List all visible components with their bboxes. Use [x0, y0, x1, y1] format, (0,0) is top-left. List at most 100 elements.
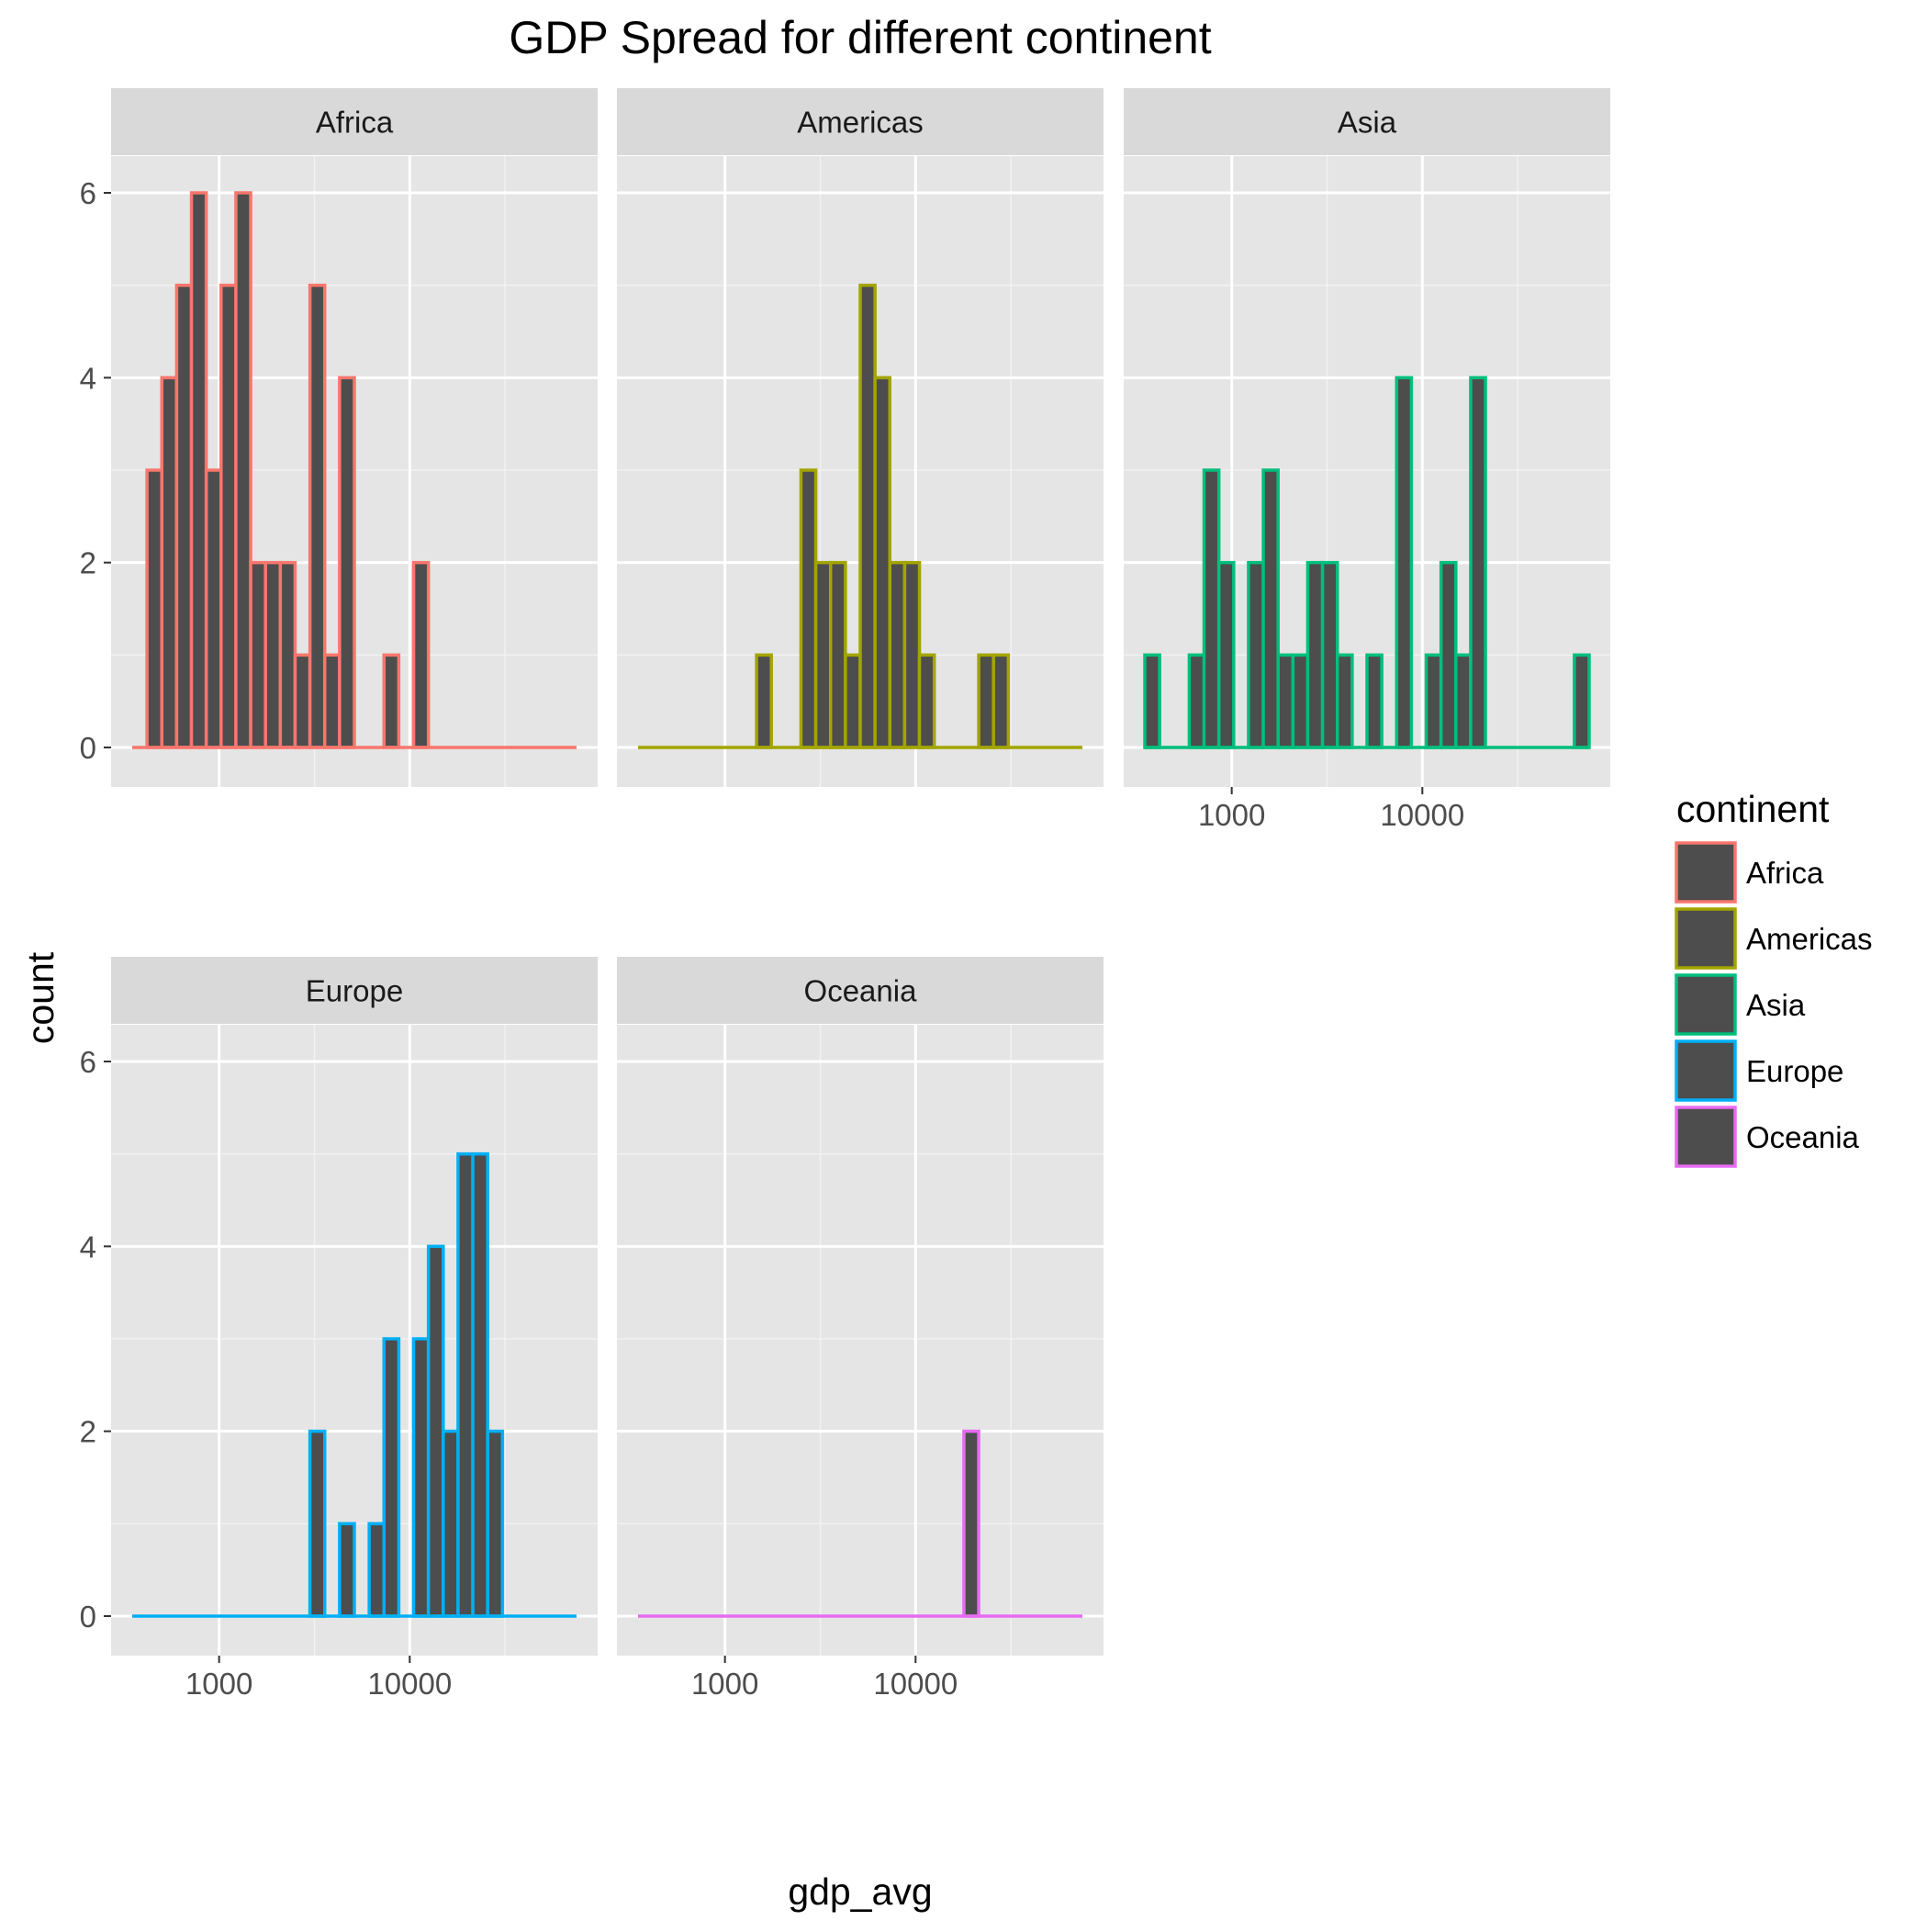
histogram-bar: [308, 283, 327, 749]
panel-background: [617, 1025, 1104, 1656]
histogram-bar: [813, 560, 833, 749]
facet-strip-label: Europe: [306, 974, 403, 1008]
histogram-bar: [278, 560, 297, 749]
histogram-bar: [308, 1429, 327, 1618]
histogram-bar: [338, 1522, 356, 1618]
histogram-bar: [888, 560, 907, 749]
histogram-bar: [219, 283, 238, 749]
histogram-bar: [902, 560, 922, 749]
histogram-bar: [1439, 560, 1458, 749]
legend-key: [1675, 1039, 1737, 1102]
chart-title: GDP Spread for different continent: [509, 12, 1211, 63]
facet-strip: [1124, 88, 1610, 155]
histogram-bar: [1202, 468, 1221, 749]
facet-strip-label: Asia: [1338, 106, 1397, 140]
x-axis-title: gdp_avg: [788, 1870, 932, 1913]
facet-panel-asia: Asia 1000 10000: [1124, 88, 1610, 832]
facet-panel-americas: Americas: [617, 88, 1104, 787]
histogram-bar: [1469, 376, 1487, 749]
legend-item-americas: Americas: [1675, 907, 1873, 970]
y-tick-label: 4: [80, 1230, 96, 1264]
legend-label: Asia: [1746, 988, 1806, 1022]
y-tick-label: 0: [80, 1600, 96, 1634]
plot-area: 0 2 4 6: [80, 156, 598, 787]
plot-area: 0 2 4 6 1000 10000: [80, 1025, 598, 1701]
x-tick-label: 10000: [367, 1667, 452, 1701]
y-tick-label: 2: [80, 546, 96, 580]
y-tick-label: 6: [80, 176, 96, 210]
legend-item-oceania: Oceania: [1675, 1106, 1860, 1168]
legend-key: [1675, 973, 1737, 1036]
legend-title: continent: [1676, 788, 1830, 830]
histogram-bar: [1216, 560, 1236, 749]
legend-key: [1675, 907, 1737, 970]
histogram-bar: [382, 653, 401, 749]
histogram-bar: [962, 1429, 980, 1618]
x-tick-label: 10000: [873, 1667, 958, 1701]
facet-strip: [617, 88, 1104, 155]
histogram-bar: [411, 1337, 431, 1618]
x-tick-label: 10000: [1380, 798, 1464, 832]
histogram-bar: [917, 653, 936, 749]
histogram-bar: [1573, 653, 1591, 749]
histogram-bar: [189, 191, 208, 749]
histogram-bar: [249, 560, 267, 749]
legend-item-europe: Europe: [1675, 1039, 1843, 1102]
legend: continent Africa Americas Asia Europe Oceani…: [1675, 788, 1873, 1168]
facet-panels: Africa 0 2 4 6 Americas Asia 1000 10000 Europe 0 2 4…: [80, 88, 1610, 1701]
facet-strip: [617, 957, 1104, 1024]
histogram-bar: [411, 560, 431, 749]
histogram-bar: [456, 1151, 475, 1618]
histogram-bar: [1305, 560, 1325, 749]
histogram-bar: [1291, 653, 1310, 749]
histogram-bar: [1454, 653, 1473, 749]
facet-strip-label: Africa: [316, 106, 394, 140]
y-tick-label: 0: [80, 731, 96, 765]
histogram-bar: [1365, 653, 1384, 749]
legend-label: Oceania: [1746, 1120, 1860, 1154]
histogram-bar: [322, 653, 342, 749]
legend-label: Europe: [1746, 1054, 1843, 1088]
plot-area: 1000 10000: [617, 1025, 1104, 1701]
histogram-bar: [1320, 560, 1339, 749]
y-tick-label: 2: [80, 1415, 96, 1449]
histogram-bar: [1143, 653, 1161, 749]
y-tick-label: 6: [80, 1045, 96, 1079]
histogram-bar: [873, 376, 892, 749]
facet-panel-oceania: Oceania 1000 10000: [617, 957, 1104, 1701]
histogram-bar: [1247, 560, 1265, 749]
histogram-bar: [1395, 376, 1414, 749]
histogram-bar: [442, 1429, 460, 1618]
histogram-bar: [1261, 468, 1280, 749]
histogram-bar: [977, 653, 995, 749]
legend-item-africa: Africa: [1675, 841, 1824, 904]
x-tick-label: 1000: [1198, 798, 1265, 832]
histogram-bar: [1335, 653, 1354, 749]
histogram-bar: [799, 468, 818, 749]
histogram-bar: [992, 653, 1011, 749]
legend-key: [1675, 1106, 1737, 1168]
histogram-bar: [1276, 653, 1295, 749]
histogram-bar: [486, 1429, 505, 1618]
histogram-bar: [426, 1244, 445, 1618]
histogram-bar: [858, 283, 877, 749]
legend-key: [1675, 841, 1737, 904]
plot-area: 1000 10000: [1124, 156, 1610, 832]
histogram-bar: [174, 283, 194, 749]
facet-panel-africa: Africa 0 2 4 6: [80, 88, 598, 787]
histogram-bar: [828, 560, 847, 749]
histogram-bar: [471, 1151, 489, 1618]
histogram-bar: [234, 191, 252, 749]
facet-strip-label: Americas: [797, 106, 924, 140]
x-tick-label: 1000: [185, 1667, 252, 1701]
histogram-bar: [263, 560, 283, 749]
histogram-bar: [338, 376, 356, 749]
histogram-bar: [1424, 653, 1443, 749]
x-tick-label: 1000: [691, 1667, 758, 1701]
y-axis-title: count: [19, 951, 62, 1044]
histogram-bar: [844, 653, 862, 749]
facet-panel-europe: Europe 0 2 4 6 1000 10000: [80, 957, 598, 1701]
legend-label: Africa: [1746, 856, 1824, 890]
